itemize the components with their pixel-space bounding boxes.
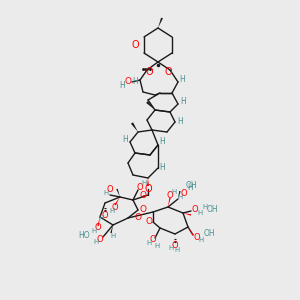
Text: H: H — [154, 243, 160, 249]
Text: O: O — [107, 184, 113, 194]
Text: O: O — [95, 224, 101, 232]
Polygon shape — [147, 178, 149, 186]
Text: H: H — [168, 245, 174, 251]
Text: OH: OH — [204, 230, 216, 238]
Polygon shape — [168, 198, 171, 207]
Text: H: H — [92, 228, 97, 234]
Text: O: O — [194, 232, 200, 242]
Text: H: H — [93, 239, 99, 245]
Text: H: H — [132, 77, 138, 86]
Polygon shape — [146, 101, 155, 110]
Text: H: H — [171, 189, 177, 195]
Polygon shape — [116, 189, 120, 197]
Text: O: O — [97, 235, 103, 244]
Text: H: H — [197, 210, 202, 216]
Text: H: H — [174, 247, 180, 253]
Text: O: O — [144, 184, 152, 194]
Text: O: O — [102, 211, 108, 220]
Text: O: O — [137, 182, 143, 191]
Text: H: H — [179, 76, 185, 85]
Text: OH: OH — [186, 181, 198, 190]
Polygon shape — [158, 18, 163, 28]
Text: O: O — [145, 67, 153, 77]
Text: H: H — [141, 180, 147, 186]
Text: H: H — [103, 190, 109, 196]
Text: H: H — [110, 233, 116, 239]
Polygon shape — [178, 191, 181, 199]
Text: O: O — [134, 214, 142, 223]
Text: O: O — [124, 77, 131, 86]
Polygon shape — [131, 122, 138, 132]
Text: O: O — [131, 40, 139, 50]
Text: O: O — [112, 202, 118, 211]
Text: O: O — [167, 190, 173, 200]
Text: H: H — [177, 194, 183, 200]
Text: O: O — [172, 241, 178, 250]
Text: H: H — [110, 208, 115, 214]
Polygon shape — [114, 197, 120, 206]
Text: H: H — [98, 215, 104, 221]
Text: H: H — [177, 118, 183, 127]
Text: H: H — [180, 98, 186, 106]
Text: O: O — [181, 188, 187, 197]
Text: O: O — [150, 236, 156, 244]
Polygon shape — [143, 195, 148, 197]
Text: O: O — [146, 217, 152, 226]
Text: HO: HO — [78, 230, 90, 239]
Text: H: H — [159, 137, 165, 146]
Polygon shape — [188, 227, 194, 236]
Text: O: O — [140, 191, 146, 200]
Text: H: H — [187, 184, 193, 193]
Text: O: O — [140, 206, 146, 214]
Text: H: H — [122, 136, 128, 145]
Polygon shape — [183, 213, 191, 216]
Text: O: O — [164, 67, 172, 77]
Text: H: H — [159, 163, 165, 172]
Text: H: H — [202, 204, 208, 210]
Polygon shape — [97, 217, 100, 226]
Text: OH: OH — [207, 206, 219, 214]
Text: H: H — [146, 240, 152, 246]
Polygon shape — [110, 225, 113, 233]
Text: H: H — [198, 237, 204, 243]
Text: H: H — [119, 80, 125, 89]
Text: O: O — [192, 206, 198, 214]
